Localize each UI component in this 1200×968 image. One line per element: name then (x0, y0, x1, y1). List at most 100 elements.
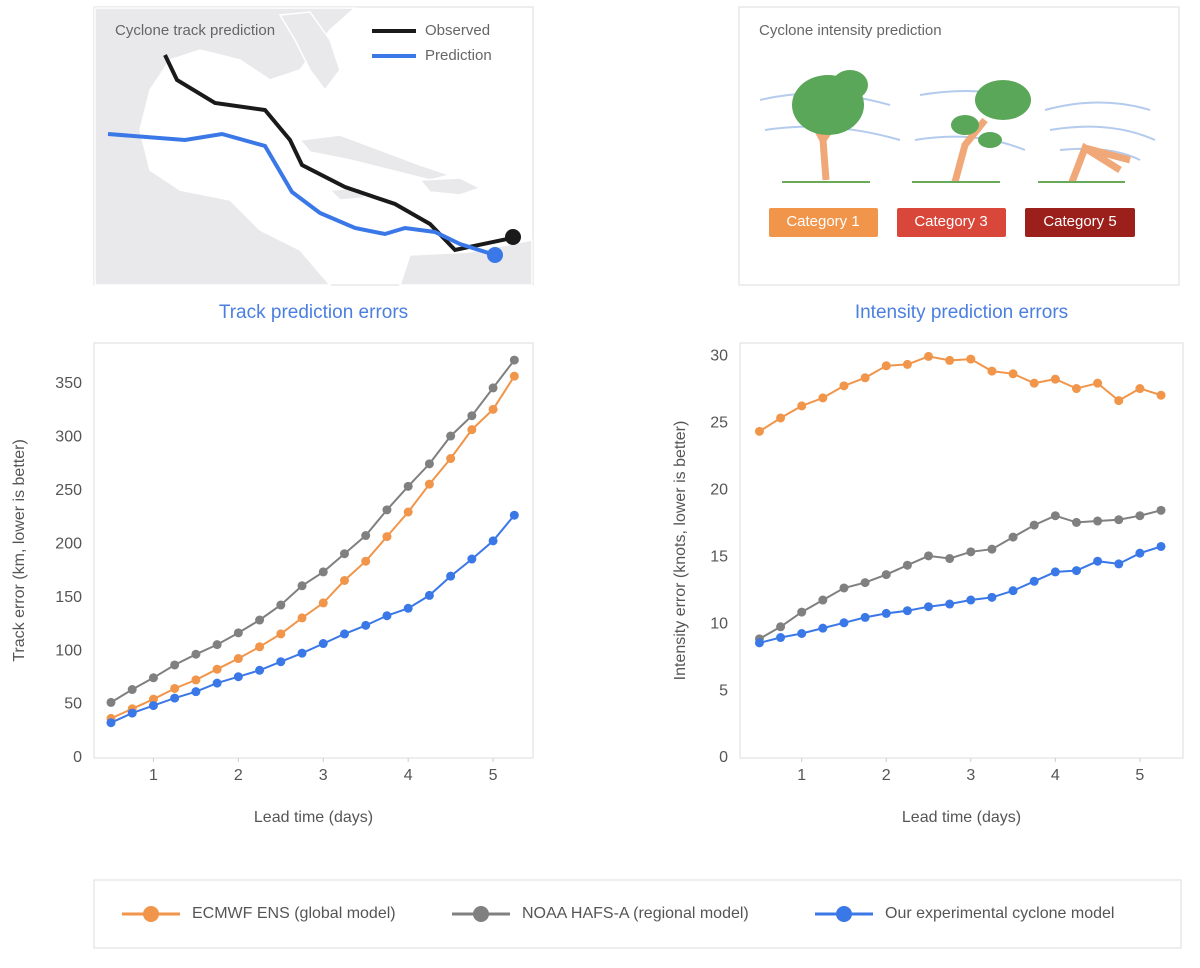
data-point (839, 618, 849, 628)
x-axis-label: Lead time (days) (254, 809, 373, 826)
data-point (966, 595, 976, 605)
legend-frame (93, 879, 1182, 949)
y-tick-label: 100 (55, 642, 82, 659)
data-point (276, 600, 286, 610)
data-point (987, 592, 997, 602)
data-point (839, 583, 849, 593)
category-label: Category 5 (1043, 213, 1116, 230)
data-point (1071, 517, 1081, 527)
data-point (1008, 369, 1018, 379)
data-point (987, 544, 997, 554)
data-point (860, 373, 870, 383)
y-tick-label: 200 (55, 535, 82, 552)
data-point (488, 383, 498, 393)
data-point (170, 683, 180, 693)
data-point (509, 355, 519, 365)
map-land (94, 7, 533, 286)
data-point (382, 532, 392, 542)
data-point (1114, 559, 1124, 569)
data-point (255, 615, 265, 625)
data-point (424, 590, 434, 600)
data-point (818, 595, 828, 605)
tree-category-5 (1038, 101, 1156, 184)
data-point (446, 454, 456, 464)
data-point (924, 551, 934, 561)
x-tick-label: 4 (1051, 767, 1060, 784)
data-point (1114, 515, 1124, 525)
data-point (212, 678, 222, 688)
y-tick-label: 25 (710, 415, 728, 432)
tree-category-3 (912, 80, 1031, 183)
data-point (339, 549, 349, 559)
data-point (1135, 548, 1145, 558)
data-point (509, 510, 519, 520)
plot-frame (93, 342, 534, 759)
data-point (797, 607, 807, 617)
data-point (987, 366, 997, 376)
y-tick-label: 5 (719, 682, 728, 699)
data-point (339, 629, 349, 639)
data-point (148, 694, 158, 704)
data-point (1093, 378, 1103, 388)
data-point (255, 665, 265, 675)
x-tick-label: 2 (882, 767, 891, 784)
data-point (881, 570, 891, 580)
data-point (1093, 556, 1103, 566)
data-point (924, 602, 934, 612)
y-tick-label: 0 (73, 749, 82, 766)
y-tick-label: 350 (55, 375, 82, 392)
predicted-cyclone-icon (487, 247, 503, 263)
data-point (339, 575, 349, 585)
data-point (1071, 566, 1081, 576)
data-point (488, 536, 498, 546)
data-point (446, 431, 456, 441)
data-point (818, 393, 828, 403)
data-point (127, 708, 137, 718)
predicted-track (107, 131, 496, 257)
legend-label: Prediction (425, 47, 492, 64)
data-point (776, 413, 786, 423)
legend-label: ECMWF ENS (global model) (192, 905, 396, 922)
data-point (860, 578, 870, 588)
data-point (924, 351, 934, 361)
y-axis-label: Intensity error (knots, lower is better) (672, 421, 689, 681)
y-tick-label: 150 (55, 589, 82, 606)
data-point (509, 371, 519, 381)
category-badge (1025, 208, 1135, 237)
chart-title: Intensity prediction errors (855, 302, 1068, 323)
data-point (318, 567, 328, 577)
data-point (1029, 576, 1039, 586)
data-point (297, 648, 307, 658)
data-point (1135, 511, 1145, 521)
data-point (297, 613, 307, 623)
track-panel: Cyclone track prediction Observed Predic… (93, 6, 534, 286)
data-point (276, 657, 286, 667)
category-badge (769, 208, 878, 237)
data-point (881, 361, 891, 371)
series-line (110, 359, 516, 704)
data-point (945, 554, 955, 564)
data-point (1008, 586, 1018, 596)
data-point (467, 411, 477, 421)
data-point (881, 608, 891, 618)
data-point (902, 359, 912, 369)
observed-cyclone-icon (505, 229, 521, 245)
data-point (127, 685, 137, 695)
data-point (860, 612, 870, 622)
chart-title: Track prediction errors (219, 302, 408, 323)
data-point (488, 404, 498, 414)
data-point (361, 620, 371, 630)
data-point (818, 623, 828, 633)
category-label: Category 1 (786, 213, 859, 230)
data-point (148, 673, 158, 683)
data-point (106, 718, 116, 728)
legend-marker (473, 906, 489, 922)
data-point (797, 401, 807, 411)
data-point (297, 581, 307, 591)
data-point (276, 629, 286, 639)
series-line (758, 509, 1162, 640)
data-point (255, 642, 265, 652)
data-point (1029, 520, 1039, 530)
data-point (403, 603, 413, 613)
